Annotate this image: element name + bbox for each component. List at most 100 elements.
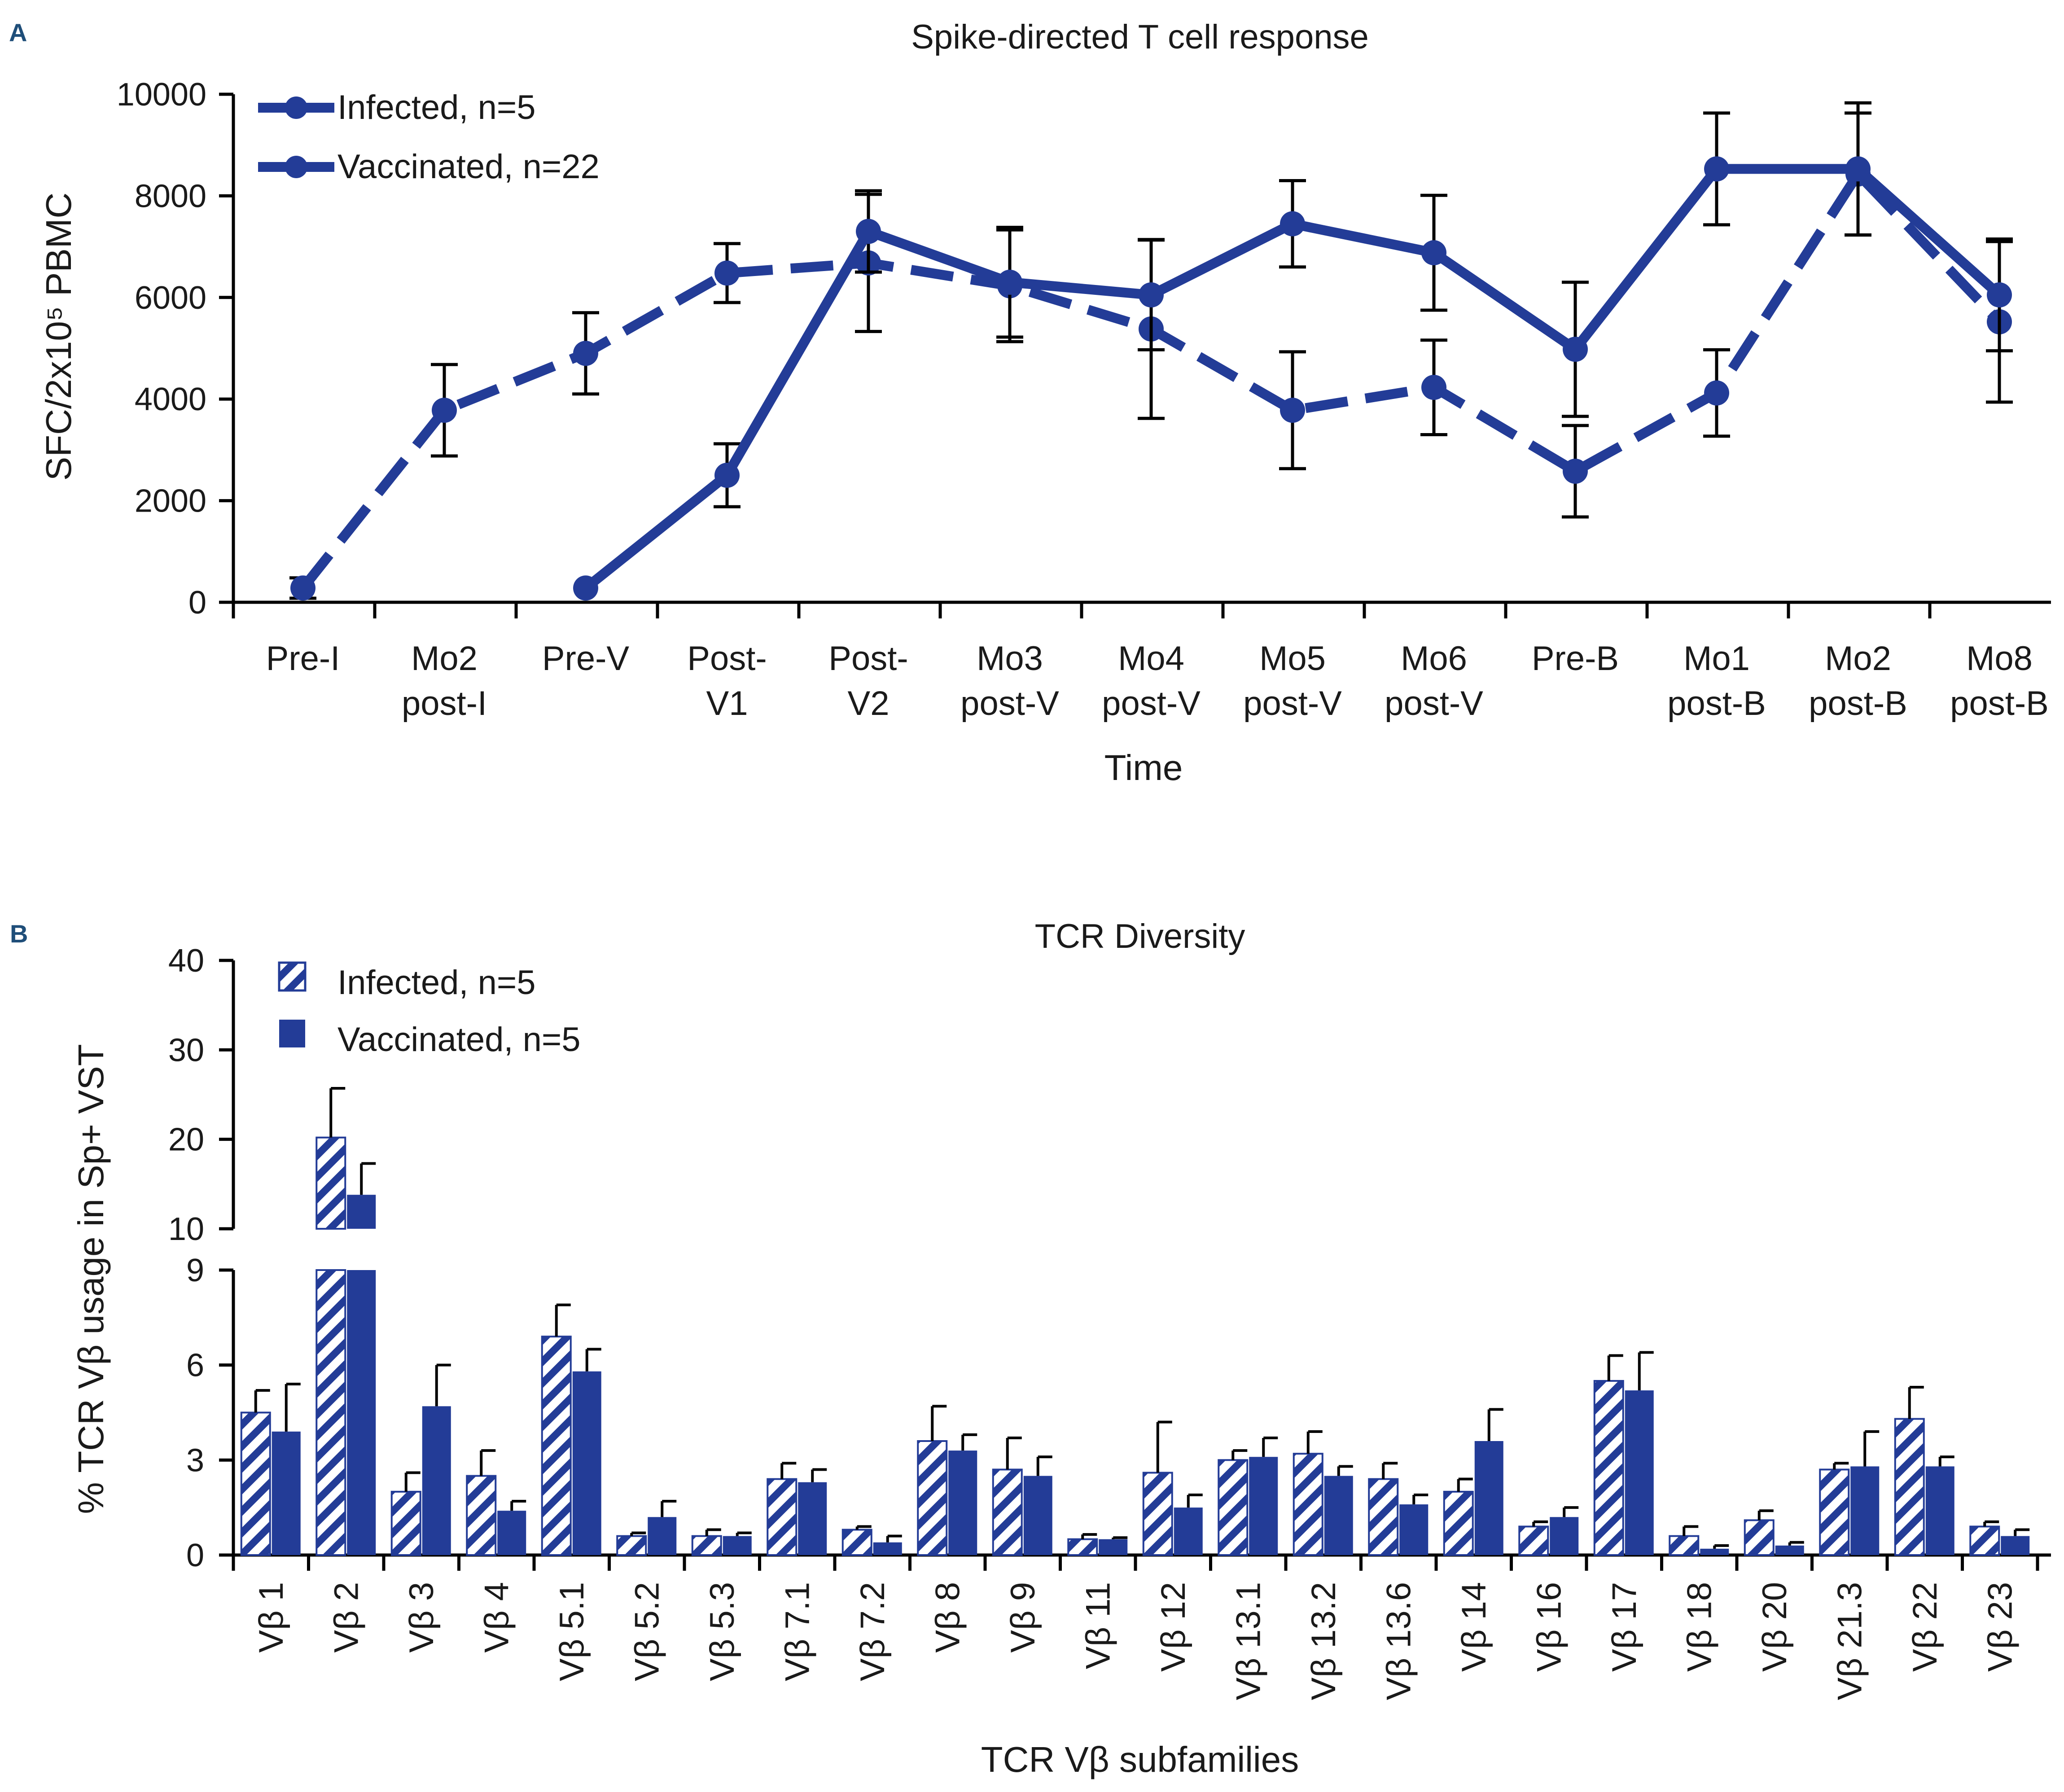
x-tick-label: Vβ 9 [1004, 1582, 1042, 1653]
data-point [714, 463, 740, 488]
panel-b-letter: B [10, 920, 28, 948]
bar-infected [1067, 1538, 1098, 1556]
x-tick-label: Mo2 [411, 640, 478, 678]
bar-vaccinated [572, 1371, 601, 1555]
x-tick-label: Vβ 21.3 [1831, 1582, 1869, 1700]
panel-b-title: TCR Diversity [1035, 917, 1245, 955]
bar-vaccinated-upper [347, 1195, 376, 1229]
bar-vaccinated [497, 1511, 526, 1555]
y-tick-label: 20 [168, 1122, 204, 1158]
x-tick-label: post-V [1385, 684, 1483, 723]
x-tick-label: Vβ 8 [929, 1582, 967, 1653]
bar-infected [466, 1475, 497, 1556]
data-point [1704, 156, 1729, 182]
x-tick-label: Post- [828, 640, 908, 678]
y-tick-label: 0 [188, 585, 206, 621]
bar-infected [1218, 1459, 1249, 1556]
bar-vaccinated [1625, 1390, 1654, 1555]
series-vaccinated [573, 101, 2013, 601]
panel-a-legend: Infected, n=5 Vaccinated, n=22 [258, 88, 600, 186]
bar-vaccinated [873, 1542, 902, 1555]
bar-vaccinated [1925, 1466, 1954, 1555]
data-point [290, 575, 316, 601]
legend-infected-label: Infected, n=5 [337, 88, 536, 127]
data-point [1987, 282, 2012, 308]
bar-vaccinated [1474, 1441, 1503, 1555]
data-point [1421, 240, 1446, 266]
panel-a-y-axis-label: SFC/2x10⁵ PBMC [39, 193, 79, 481]
data-point [1563, 337, 1588, 362]
panel-a-title: Spike-directed T cell response [911, 18, 1369, 56]
bar-vaccinated [1775, 1545, 1804, 1555]
y-tick-label: 8000 [135, 178, 206, 214]
panel-a-series [289, 101, 2013, 601]
bar-infected [1368, 1478, 1399, 1556]
data-point [1563, 458, 1588, 484]
bar-vaccinated [1700, 1548, 1729, 1555]
bar-infected [1293, 1453, 1323, 1556]
x-tick-label: post-B [1667, 684, 1766, 723]
bar-infected [1518, 1525, 1549, 1556]
bar-vaccinated [272, 1431, 301, 1555]
bar-vaccinated [723, 1536, 752, 1555]
data-point [714, 260, 740, 286]
bar-infected [1669, 1535, 1700, 1556]
data-point [1704, 380, 1729, 406]
panel-b: B TCR Diversity % TCR Vβ usage in Sp+ VS… [10, 917, 2051, 1779]
bar-vaccinated [1099, 1539, 1128, 1555]
bar-vaccinated [798, 1482, 827, 1555]
x-tick-label: Vβ 5.3 [703, 1582, 741, 1681]
data-point [573, 575, 598, 601]
x-tick-label: Post- [687, 640, 767, 678]
bar-infected [1819, 1468, 1850, 1556]
bar-infected [240, 1411, 271, 1556]
x-tick-label: Vβ 22 [1906, 1582, 1944, 1672]
bar-vaccinated [1249, 1457, 1278, 1555]
y-tick-label: 30 [168, 1032, 204, 1068]
bar-infected [390, 1490, 421, 1556]
panel-b-y-ticks: 0 3 6 9 10 20 30 40 [168, 943, 233, 1573]
bar-infected-upper [316, 1136, 346, 1230]
x-tick-label: Vβ 7.1 [778, 1582, 816, 1681]
bar-vaccinated [1023, 1476, 1052, 1555]
bar-infected [1443, 1490, 1474, 1556]
x-tick-label: Vβ 3 [403, 1582, 441, 1653]
legend-b-infected-label: Infected, n=5 [337, 964, 536, 1002]
legend-vaccinated-marker [285, 156, 307, 178]
x-tick-label: Mo6 [1401, 640, 1467, 678]
bar-vaccinated [948, 1450, 977, 1555]
bar-infected [1969, 1525, 2000, 1556]
bar-infected [767, 1478, 798, 1556]
x-tick-label: V1 [706, 684, 748, 723]
y-tick-label: 2000 [135, 483, 206, 519]
x-tick-label: Vβ 5.1 [553, 1582, 591, 1681]
data-point [1421, 375, 1446, 400]
bar-infected [541, 1336, 572, 1556]
bar-infected [616, 1535, 647, 1556]
x-tick-label: Pre-I [266, 640, 340, 678]
y-tick-label: 6000 [135, 280, 206, 316]
x-tick-label: Vβ 5.2 [628, 1582, 666, 1681]
bar-vaccinated [1324, 1476, 1353, 1555]
x-tick-label: post-B [1950, 684, 2049, 723]
x-tick-label: post-V [960, 684, 1059, 723]
bar-infected [1744, 1519, 1775, 1556]
data-point [1845, 156, 1871, 182]
data-point [1280, 398, 1305, 423]
x-tick-label: Vβ 23 [1981, 1582, 2019, 1672]
x-tick-label: Vβ 13.6 [1380, 1582, 1418, 1700]
legend-infected-marker [285, 96, 307, 119]
legend-vaccinated-label: Vaccinated, n=22 [337, 148, 600, 186]
y-tick-label: 3 [186, 1442, 204, 1478]
bar-infected [992, 1468, 1023, 1556]
bar-vaccinated [422, 1406, 451, 1555]
y-tick-label: 40 [168, 943, 204, 979]
data-point [573, 341, 598, 366]
legend-b-vaccinated-label: Vaccinated, n=5 [337, 1021, 581, 1059]
panel-a-x-ticks: Pre-I Mo2 post-I Pre-V Post- V1 Post- V2 Mo3 post… [232, 602, 2049, 723]
x-tick-label: Pre-B [1532, 640, 1619, 678]
x-tick-label: Mo4 [1118, 640, 1184, 678]
y-tick-label: 10 [168, 1211, 204, 1247]
bar-infected [691, 1535, 722, 1556]
x-tick-label: Vβ 13.2 [1305, 1582, 1343, 1700]
